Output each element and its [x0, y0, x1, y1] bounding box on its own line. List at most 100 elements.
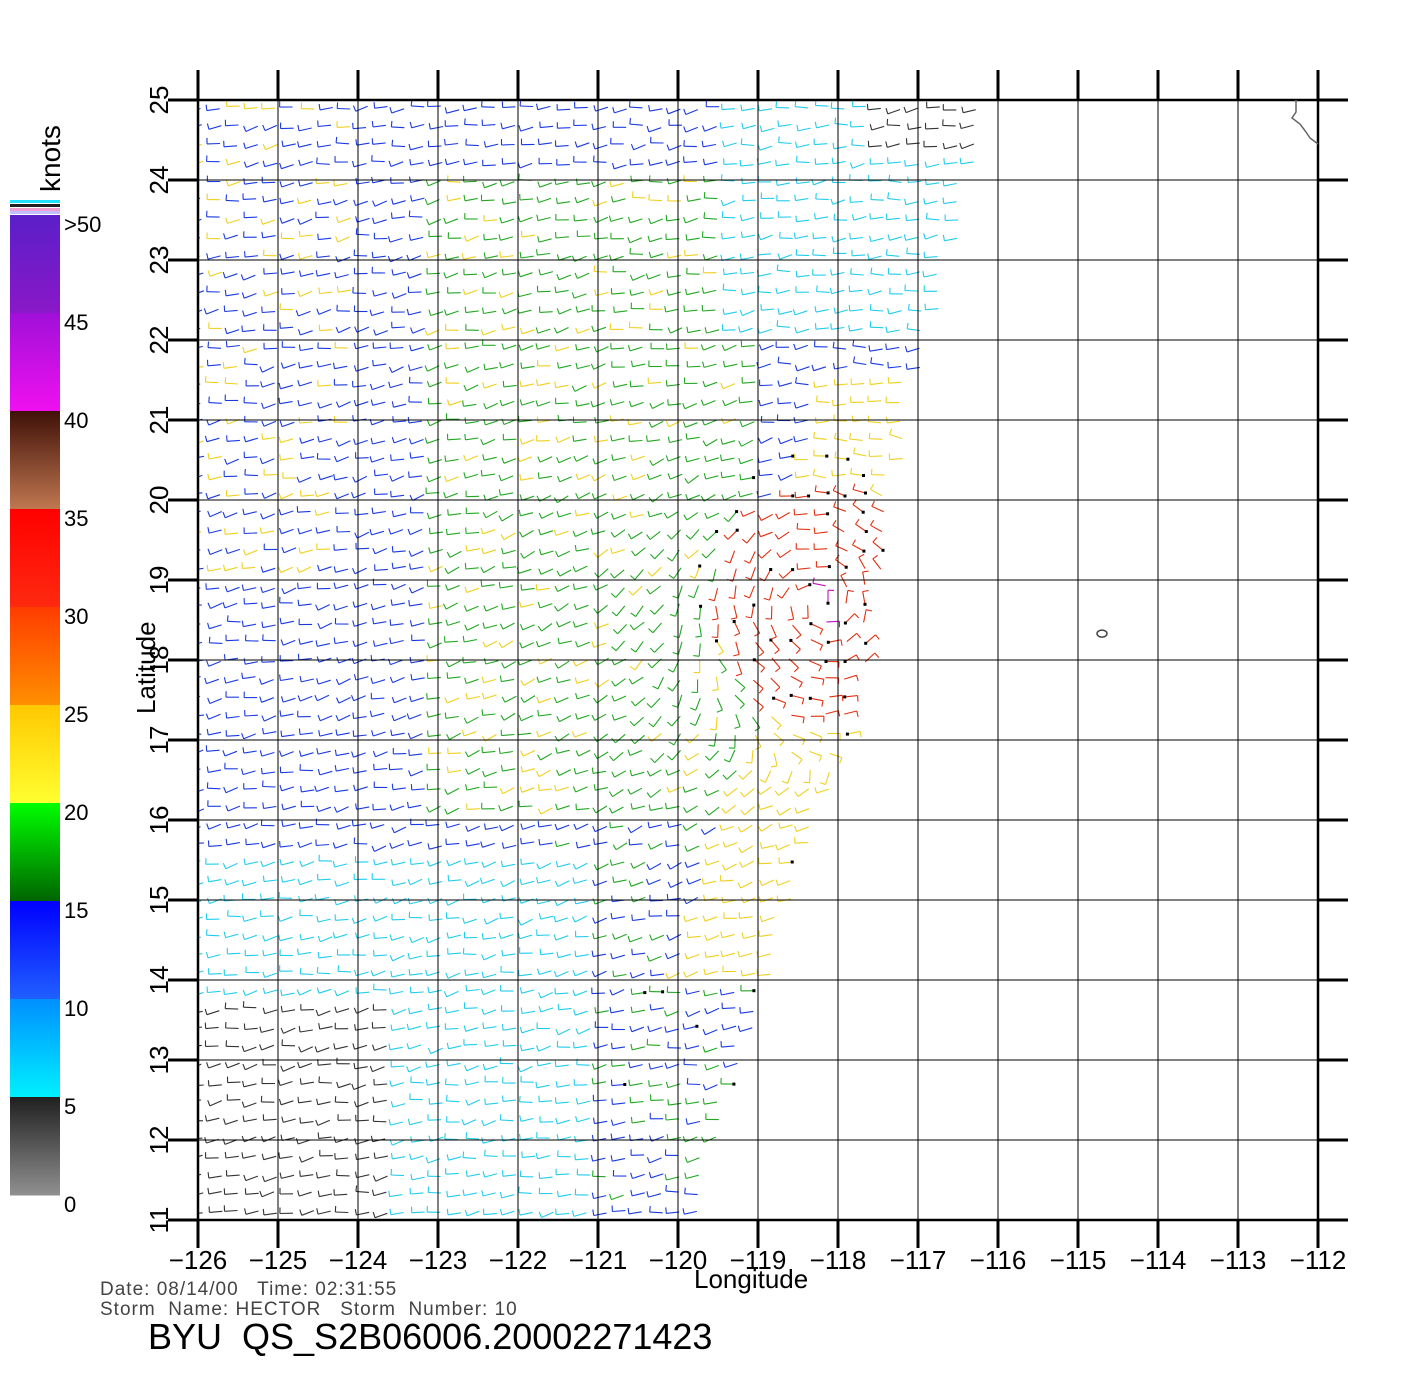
wind-vector — [778, 123, 792, 127]
wind-barb — [501, 842, 505, 849]
wind-vector — [371, 457, 385, 463]
wind-barb — [206, 766, 209, 773]
wind-vector — [481, 199, 495, 202]
wind-barb — [225, 217, 228, 224]
wind-vector — [445, 142, 459, 146]
wind-vector — [722, 383, 736, 390]
wind-barb — [426, 693, 428, 700]
wind-barb — [483, 494, 487, 501]
wind-vector — [629, 123, 643, 126]
wind-barb — [481, 709, 484, 716]
wind-barb — [702, 1098, 705, 1105]
colorbar-label: 20 — [64, 800, 88, 825]
wind-barb — [743, 594, 750, 599]
wind-barb — [186, 696, 188, 702]
wind-vector — [319, 1193, 333, 1198]
wind-barb — [781, 780, 788, 784]
wind-barb — [279, 253, 283, 260]
wind-vector — [577, 272, 590, 279]
wind-barb — [734, 632, 741, 637]
wind-barb — [872, 537, 878, 543]
wind-vector — [795, 198, 809, 202]
colorbar-band — [10, 313, 60, 412]
wind-barb — [262, 728, 265, 735]
wind-vector — [792, 624, 802, 636]
wind-barb — [555, 860, 559, 868]
wind-barb — [592, 584, 597, 591]
wind-barb — [875, 634, 880, 640]
wind-vector — [539, 603, 553, 609]
wind-vector — [613, 751, 624, 762]
wind-barb — [664, 952, 669, 959]
wind-barb — [832, 341, 835, 348]
wind-barb — [608, 807, 613, 814]
wind-vector — [540, 1121, 554, 1123]
wind-barb — [556, 676, 559, 683]
wind-vector — [556, 842, 570, 848]
wind-barb — [649, 402, 653, 409]
wind-barb — [241, 1101, 245, 1108]
wind-barb — [629, 972, 633, 979]
rain-flag-dot — [808, 583, 812, 587]
wind-barb — [355, 1153, 358, 1160]
wind-barb — [519, 1095, 521, 1102]
wind-vector — [666, 238, 680, 241]
wind-barb — [350, 492, 355, 499]
wind-vector — [795, 106, 809, 109]
wind-vector — [557, 436, 571, 444]
wind-vector — [740, 881, 753, 889]
wind-vector — [318, 308, 332, 315]
wind-barb — [695, 635, 702, 638]
wind-barb — [906, 322, 909, 329]
wind-barb — [207, 527, 210, 534]
wind-vector — [393, 437, 407, 444]
wind-barb — [190, 788, 192, 794]
wind-vector — [208, 419, 221, 426]
wind-vector — [318, 988, 332, 994]
wind-barb — [758, 896, 762, 903]
wind-barb — [426, 711, 429, 718]
colorbar-band — [10, 607, 60, 706]
wind-barb — [444, 1078, 447, 1085]
wind-vector — [632, 1046, 645, 1051]
wind-vector — [447, 584, 460, 591]
wind-vector — [227, 620, 241, 623]
wind-vector — [650, 789, 662, 798]
wind-barb — [499, 217, 503, 224]
wind-vector — [520, 105, 534, 108]
wind-barb — [369, 309, 373, 316]
wind-barb — [372, 1115, 375, 1122]
wind-vector — [834, 365, 848, 370]
wind-barb — [335, 136, 338, 143]
wind-barb — [409, 620, 413, 627]
wind-vector — [685, 971, 699, 978]
wind-barb — [318, 1076, 320, 1083]
wind-barb — [556, 254, 560, 261]
wind-vector — [537, 345, 551, 350]
wind-barb — [575, 1028, 579, 1035]
wind-barb — [718, 651, 724, 656]
wind-vector — [316, 511, 330, 517]
wind-barb — [501, 547, 504, 555]
lon-tick-label: −120 — [649, 1245, 708, 1275]
wind-vector — [447, 676, 461, 679]
wind-barb — [575, 362, 578, 369]
wind-vector — [791, 694, 804, 700]
wind-vector — [764, 569, 772, 582]
wind-barb — [612, 970, 615, 977]
wind-barb — [722, 140, 725, 147]
wind-barb — [630, 454, 633, 461]
wind-vector — [686, 1045, 700, 1050]
wind-vector — [539, 311, 553, 313]
lat-tick-label: 16 — [144, 806, 174, 835]
wind-barb — [204, 376, 207, 383]
rain-flag-dot — [825, 454, 829, 458]
wind-barb — [410, 674, 413, 681]
wind-vector — [244, 934, 257, 941]
wind-barb — [390, 1024, 393, 1031]
wind-vector — [944, 161, 958, 165]
wind-barb — [821, 700, 824, 707]
wind-vector — [556, 749, 570, 754]
wind-barb — [445, 619, 449, 626]
wind-vector — [634, 569, 644, 580]
